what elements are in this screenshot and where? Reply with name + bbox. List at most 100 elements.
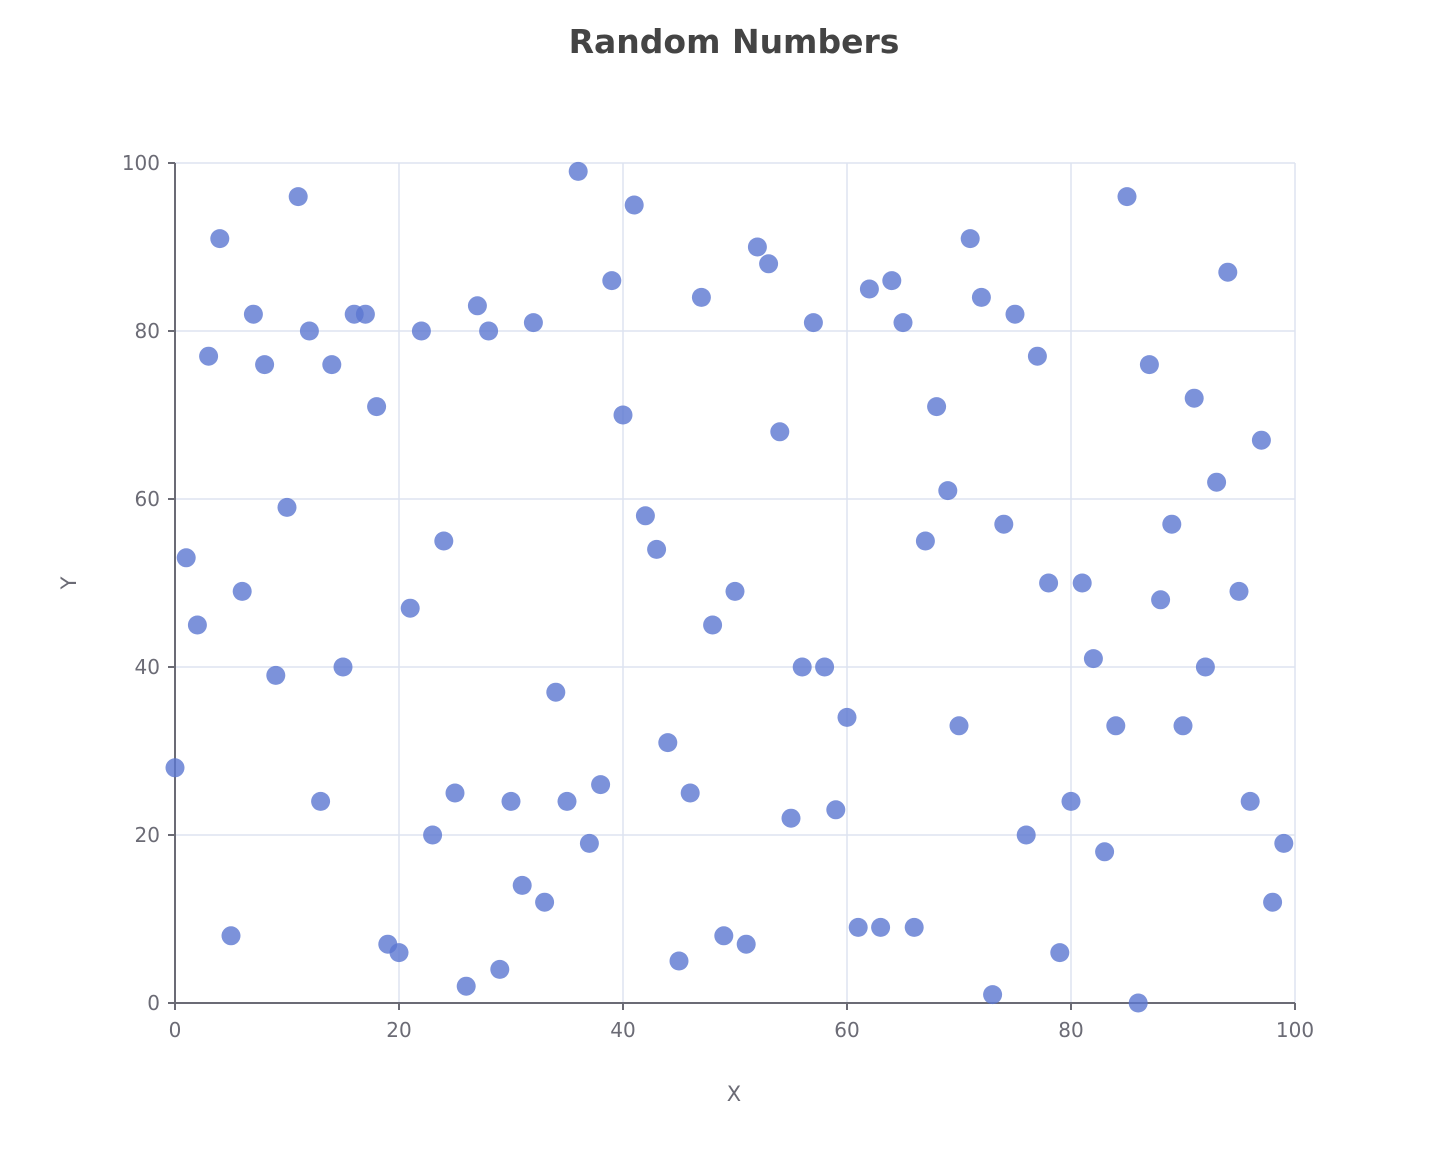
data-point [1207,472,1227,492]
axes [168,162,1296,1010]
data-point [389,943,409,963]
data-point [445,783,465,803]
data-point [1184,388,1204,408]
data-point [1274,833,1294,853]
data-point [938,481,958,501]
data-point [479,321,499,341]
data-point [994,514,1014,534]
data-point [266,665,286,685]
data-point [535,892,555,912]
data-point [1263,892,1283,912]
data-point [546,682,566,702]
data-point [848,917,868,937]
tick-labels: 0 20 40 60 80 100 0 20 40 60 80 100 [122,151,1314,1042]
chart-title: Random Numbers [568,22,900,61]
data-point [367,397,387,417]
data-point [647,539,667,559]
data-point [456,976,476,996]
data-point [691,287,711,307]
data-point [1151,590,1171,610]
data-point [1072,573,1092,593]
y-tick-label: 20 [135,823,160,847]
data-point [255,355,275,375]
data-point [210,229,230,249]
data-point [288,187,308,207]
data-point [221,926,241,946]
data-point [243,304,263,324]
data-point [1251,430,1271,450]
data-point [736,934,756,954]
data-point [1061,791,1081,811]
data-point [613,405,633,425]
data-point [591,775,611,795]
data-point [467,296,487,316]
data-point [747,237,767,257]
data-point [624,195,644,215]
data-point [579,833,599,853]
data-point [1117,187,1137,207]
data-point [960,229,980,249]
data-point [904,917,924,937]
data-point [557,791,577,811]
data-point [635,506,655,526]
data-point [669,951,689,971]
y-tick-label: 40 [135,655,160,679]
data-point [703,615,723,635]
data-point [949,716,969,736]
x-axis-title: X [727,1082,741,1106]
data-point [915,531,935,551]
data-point [837,707,857,727]
data-point [1016,825,1036,845]
data-point [277,497,297,517]
data-point [523,313,543,333]
data-point [826,800,846,820]
data-point [983,985,1003,1005]
data-point [882,271,902,291]
data-point [927,397,947,417]
data-point [859,279,879,299]
data-point [322,355,342,375]
data-point [803,313,823,333]
data-point [1095,842,1115,862]
grid-lines [175,162,1296,1003]
data-point [602,271,622,291]
data-point [815,657,835,677]
data-point [759,254,779,274]
y-tick-label: 0 [147,991,160,1015]
data-point [714,926,734,946]
data-point [1027,346,1047,366]
x-tick-label: 0 [169,1018,182,1042]
data-point [1005,304,1025,324]
data-point [1162,514,1182,534]
x-tick-label: 60 [834,1018,859,1042]
data-point [176,548,196,568]
data-point [725,581,745,601]
y-tick-label: 60 [135,487,160,511]
data-point [423,825,443,845]
data-point [501,791,521,811]
data-point [232,581,252,601]
y-tick-label: 100 [122,151,160,175]
data-points [165,161,1294,1013]
data-point [781,808,801,828]
data-point [568,161,588,181]
data-point [199,346,219,366]
y-axis-title: Y [57,576,81,590]
data-point [299,321,319,341]
data-point [1083,649,1103,669]
x-tick-label: 100 [1276,1018,1314,1042]
data-point [434,531,454,551]
data-point [1128,993,1148,1013]
data-point [411,321,431,341]
data-point [165,758,185,778]
data-point [893,313,913,333]
data-point [1229,581,1249,601]
x-tick-label: 40 [610,1018,635,1042]
data-point [792,657,812,677]
data-point [1240,791,1260,811]
data-point [1039,573,1059,593]
data-point [1173,716,1193,736]
data-point [1218,262,1238,282]
y-tick-label: 80 [135,319,160,343]
